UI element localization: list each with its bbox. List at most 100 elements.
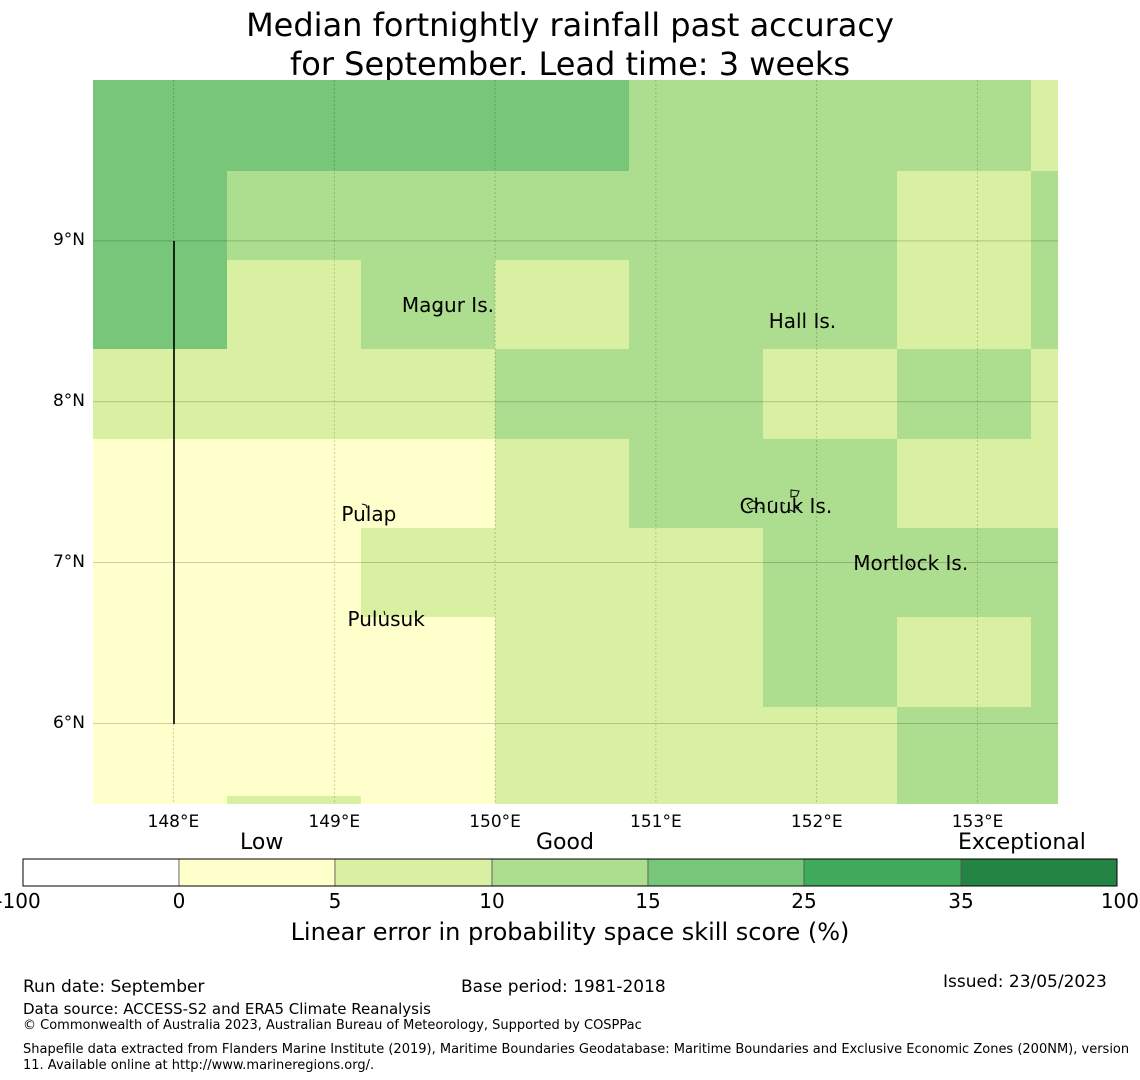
skill-cell bbox=[1031, 439, 1058, 528]
lon-tick-label: 148°E bbox=[147, 812, 200, 832]
skill-cell bbox=[763, 171, 897, 260]
lon-tick-label: 153°E bbox=[951, 812, 1004, 832]
skill-cell bbox=[361, 528, 495, 617]
skill-cell bbox=[227, 171, 361, 260]
skill-cell bbox=[361, 80, 495, 171]
colorbar-tick-label: -100 bbox=[0, 889, 41, 913]
shapefile-credit: Shapefile data extracted from Flanders M… bbox=[23, 1042, 1130, 1073]
skill-cell bbox=[897, 707, 1031, 796]
lon-tick-label: 152°E bbox=[790, 812, 843, 832]
chart-title-line-2: for September. Lead time: 3 weeks bbox=[289, 45, 851, 83]
copyright-notice: © Commonwealth of Australia 2023, Austra… bbox=[23, 1018, 642, 1033]
skill-cell bbox=[93, 528, 227, 617]
skill-cell bbox=[495, 528, 629, 617]
skill-cell bbox=[897, 617, 1031, 707]
skill-cell bbox=[763, 439, 897, 528]
skill-cell bbox=[495, 796, 629, 804]
skill-cell bbox=[227, 349, 361, 439]
chuuk-island-outline bbox=[746, 489, 800, 513]
skill-cell bbox=[227, 617, 361, 707]
colorbar-tick-label: 25 bbox=[791, 889, 817, 913]
lon-tick-label: 151°E bbox=[630, 812, 682, 832]
colorbar-tick-label: 100 bbox=[1100, 889, 1139, 913]
skill-cell bbox=[361, 707, 495, 796]
skill-cell bbox=[227, 439, 361, 528]
skill-cell bbox=[763, 349, 897, 439]
lat-tick-label: 7°N bbox=[52, 551, 85, 572]
skill-cell bbox=[1031, 707, 1058, 796]
colorbar-tick-label: 10 bbox=[479, 889, 505, 913]
skill-cell bbox=[629, 80, 763, 171]
legend-category-good: Good bbox=[536, 830, 594, 855]
skill-cell bbox=[495, 349, 629, 439]
skill-cell bbox=[897, 796, 1031, 804]
skill-cell bbox=[93, 439, 227, 528]
colorbar-tick-label: 35 bbox=[948, 889, 974, 913]
colorbar-tick-label: 15 bbox=[635, 889, 661, 913]
lat-tick-label: 8°N bbox=[52, 390, 85, 411]
place-label: Chuuk Is. bbox=[739, 494, 833, 519]
colorbar-segment bbox=[334, 858, 493, 887]
colorbar bbox=[22, 858, 1118, 887]
colorbar-segment bbox=[960, 858, 1118, 887]
skill-cell bbox=[763, 707, 897, 796]
skill-cell bbox=[495, 171, 629, 260]
chart-title-line-1: Median fortnightly rainfall past accurac… bbox=[246, 6, 894, 44]
base-period: Base period: 1981-2018 bbox=[461, 977, 666, 997]
skill-cell bbox=[897, 439, 1031, 528]
skill-cell bbox=[629, 707, 763, 796]
skill-cell bbox=[763, 528, 897, 617]
lat-tick-label: 9°N bbox=[52, 229, 85, 250]
skill-cell bbox=[629, 171, 763, 260]
colorbar-outline bbox=[22, 858, 1118, 887]
skill-cell bbox=[629, 349, 763, 439]
skill-cell bbox=[495, 707, 629, 796]
place-label: Pulap bbox=[341, 502, 397, 527]
skill-cell bbox=[763, 80, 897, 171]
colorbar-tick-label: 5 bbox=[328, 889, 342, 913]
magur-island-outline bbox=[437, 305, 442, 313]
lat-tick-label: 6°N bbox=[52, 712, 85, 733]
issued-date: Issued: 23/05/2023 bbox=[943, 972, 1107, 992]
skill-cell bbox=[227, 260, 361, 349]
colorbar-segment bbox=[178, 858, 336, 887]
skill-cell bbox=[495, 439, 629, 528]
place-label: Magur Is. bbox=[401, 293, 494, 318]
colorbar-segment bbox=[491, 858, 649, 887]
skill-cell bbox=[897, 171, 1031, 260]
skill-cell bbox=[1031, 617, 1058, 707]
skill-cell bbox=[495, 80, 629, 171]
legend-category-low: Low bbox=[240, 830, 284, 855]
skill-cell bbox=[93, 617, 227, 707]
colorbar-segment bbox=[22, 858, 180, 887]
skill-cell bbox=[763, 617, 897, 707]
legend-category-exceptional: Exceptional bbox=[958, 830, 1086, 855]
skill-cell bbox=[763, 260, 897, 349]
skill-cell bbox=[1031, 796, 1058, 804]
skill-cell bbox=[93, 80, 227, 171]
skill-cell bbox=[763, 796, 897, 804]
island-outlines bbox=[361, 305, 913, 616]
skill-cell bbox=[629, 260, 763, 349]
place-label: Hall Is. bbox=[768, 309, 837, 334]
data-source: Data source: ACCESS-S2 and ERA5 Climate … bbox=[23, 1000, 431, 1018]
place-label: Mortlock Is. bbox=[853, 550, 969, 575]
skill-cell bbox=[629, 439, 763, 528]
skill-cell bbox=[227, 528, 361, 617]
skill-cell bbox=[93, 171, 227, 260]
pulap-island-outline bbox=[361, 503, 368, 509]
skill-cell bbox=[93, 796, 227, 804]
map-gridlines bbox=[93, 80, 1058, 804]
skill-cell bbox=[495, 617, 629, 707]
skill-cell bbox=[227, 80, 361, 171]
skill-cell bbox=[1031, 349, 1058, 439]
colorbar-segment bbox=[647, 858, 805, 887]
colorbar-tick-label: 0 bbox=[172, 889, 186, 913]
colorbar-title: Linear error in probability space skill … bbox=[290, 918, 850, 946]
skill-cell bbox=[361, 349, 495, 439]
skill-cell bbox=[1031, 528, 1058, 617]
skill-cell bbox=[1031, 260, 1058, 349]
skill-cell bbox=[495, 260, 629, 349]
skill-cell bbox=[93, 260, 227, 349]
